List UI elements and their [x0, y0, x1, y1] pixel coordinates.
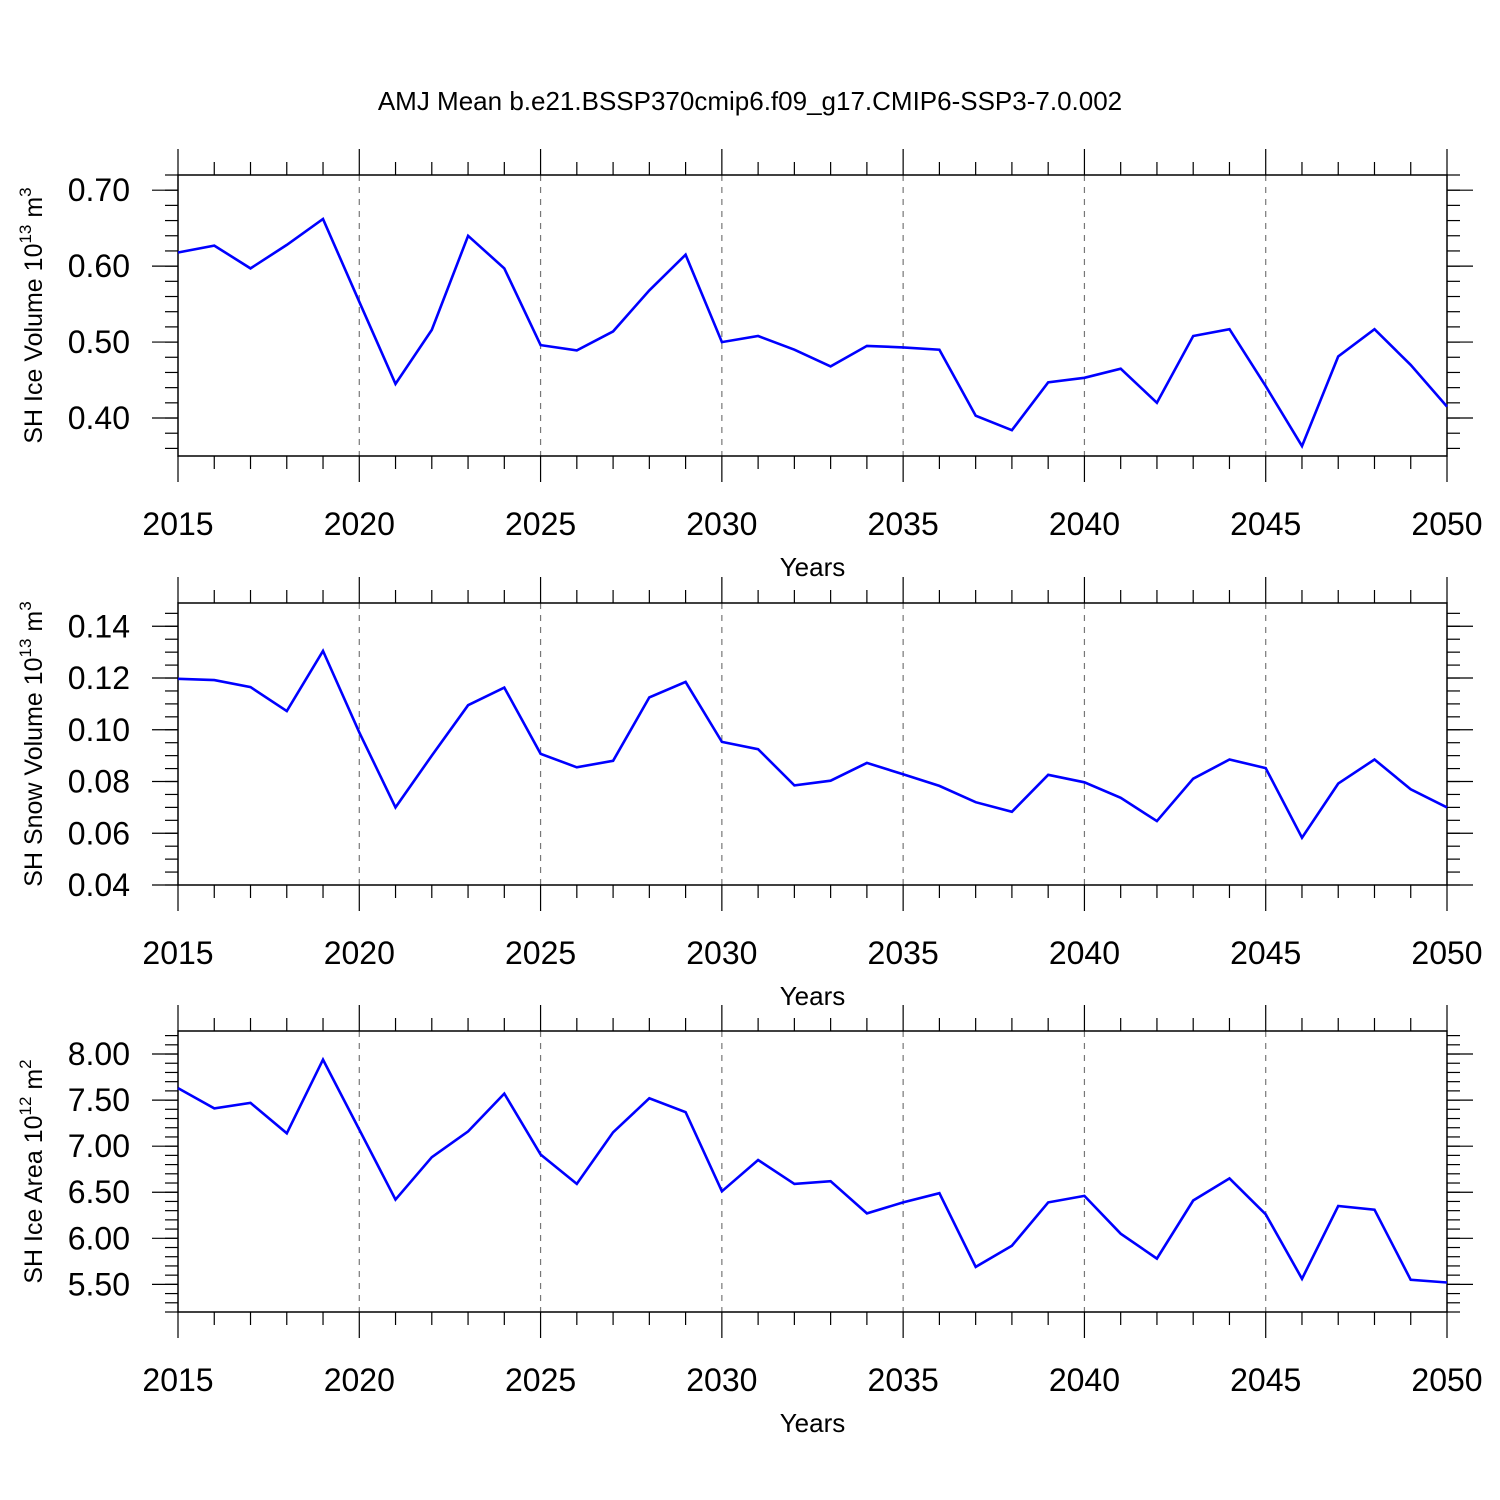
chart-panel-1: 0.40 0.50 0.60 0.70 2015 2020 2025 2030 2035 2040… [16, 149, 1483, 582]
y-tick-label: 0.10 [68, 712, 130, 748]
x-axis-label: Years [780, 981, 846, 1011]
plot-frame [177, 602, 1448, 886]
x-axis-label: Years [780, 552, 846, 582]
y-tick-label: 0.06 [68, 815, 130, 851]
y-axis-label: SH Snow Volume 1013 m3 [16, 601, 48, 886]
y-tick-label: 0.60 [68, 248, 130, 284]
y-tick-label: 0.12 [68, 660, 130, 696]
y-tick-label: 0.08 [68, 764, 130, 800]
x-tick-label: 2045 [1230, 1362, 1301, 1398]
x-tick-label: 2050 [1411, 1362, 1482, 1398]
x-tick-label: 2040 [1049, 935, 1120, 971]
chart-panels: 0.40 0.50 0.60 0.70 2015 2020 2025 2030 2035 2040… [16, 149, 1483, 1438]
y-tick-label: 0.70 [68, 172, 130, 208]
x-tick-label: 2040 [1049, 506, 1120, 542]
x-tick-label: 2015 [142, 935, 213, 971]
x-tick-label: 2030 [686, 1362, 757, 1398]
y-tick-label: 0.50 [68, 324, 130, 360]
x-axis-label: Years [780, 1408, 846, 1438]
x-tick-label: 2035 [868, 1362, 939, 1398]
y-tick-label: 7.00 [68, 1128, 130, 1164]
series-line [177, 217, 1448, 449]
x-tick-label: 2035 [868, 506, 939, 542]
y-tick-label: 6.50 [68, 1174, 130, 1210]
x-tick-label: 2035 [868, 935, 939, 971]
x-tick-label: 2040 [1049, 1362, 1120, 1398]
x-tick-label: 2015 [142, 1362, 213, 1398]
y-tick-label: 0.04 [68, 867, 130, 903]
x-tick-label: 2015 [142, 506, 213, 542]
series-line [177, 1056, 1448, 1284]
y-tick-label: 8.00 [68, 1036, 130, 1072]
plot-frame [177, 1030, 1448, 1313]
chart-panel-3: 5.50 6.00 6.50 7.00 7.50 8.00 2015 2020 2025 2030… [16, 1005, 1483, 1438]
y-tick-label: 5.50 [68, 1266, 130, 1302]
x-tick-label: 2050 [1411, 506, 1482, 542]
x-tick-label: 2045 [1230, 506, 1301, 542]
x-tick-label: 2030 [686, 935, 757, 971]
x-tick-label: 2025 [505, 506, 576, 542]
plot-frame [177, 174, 1448, 457]
y-tick-label: 0.14 [68, 608, 130, 644]
series-line [177, 648, 1448, 841]
y-tick-label: 6.00 [68, 1220, 130, 1256]
y-tick-label: 7.50 [68, 1082, 130, 1118]
x-tick-label: 2020 [324, 1362, 395, 1398]
x-tick-label: 2020 [324, 506, 395, 542]
y-axis-label: SH Ice Area 1012 m2 [16, 1059, 48, 1283]
x-tick-label: 2025 [505, 935, 576, 971]
x-tick-label: 2020 [324, 935, 395, 971]
x-tick-label: 2030 [686, 506, 757, 542]
y-axis-label: SH Ice Volume 1013 m3 [16, 187, 48, 443]
x-tick-label: 2025 [505, 1362, 576, 1398]
chart-panel-2: 0.04 0.06 0.08 0.10 0.12 0.14 2015 2020 2025 2030… [16, 577, 1483, 1011]
y-tick-label: 0.40 [68, 400, 130, 436]
x-tick-label: 2045 [1230, 935, 1301, 971]
x-tick-label: 2050 [1411, 935, 1482, 971]
chart-title: AMJ Mean b.e21.BSSP370cmip6.f09_g17.CMIP… [378, 86, 1122, 116]
